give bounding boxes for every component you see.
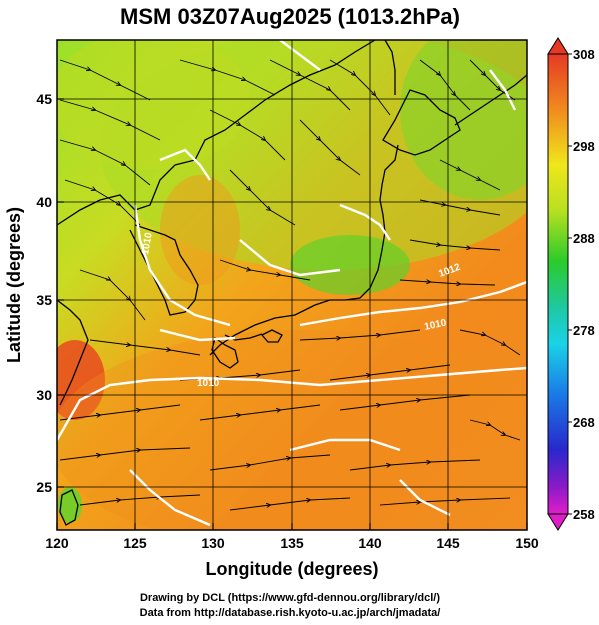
wind-streamlines — [59, 59, 521, 511]
colorbar-tick-label: 278 — [573, 323, 595, 338]
colorbar-scale — [547, 53, 569, 515]
x-tick-label: 145 — [436, 535, 460, 551]
x-tick-label: 130 — [201, 535, 225, 551]
x-tick-label: 120 — [45, 535, 69, 551]
colorbar-bottom-triangle — [547, 513, 569, 531]
map-title: MSM 03Z07Aug2025 (1013.2hPa) — [120, 4, 460, 29]
colorbar-tick-label: 258 — [573, 507, 595, 522]
y-axis-label: Latitude (degrees) — [4, 207, 24, 363]
colorbar: 308 298 288 278 268 258 — [547, 37, 595, 531]
isobar-label: 1010 — [423, 317, 447, 332]
colorbar-tick-label: 298 — [573, 139, 595, 154]
x-tick-label: 140 — [358, 535, 382, 551]
isobar-label: 1010 — [140, 231, 155, 255]
x-tick-label: 135 — [280, 535, 304, 551]
x-tick-label: 125 — [123, 535, 147, 551]
colorbar-top-triangle — [547, 37, 569, 55]
y-tick-label: 40 — [36, 194, 52, 210]
credit-drawing: Drawing by DCL (https://www.gfd-dennou.o… — [139, 592, 441, 604]
colorbar-tick-label: 308 — [573, 47, 595, 62]
y-tick-label: 25 — [36, 479, 52, 495]
tick-marks — [56, 98, 528, 530]
y-tick-labels: 25 30 35 40 45 — [36, 91, 52, 495]
x-tick-labels: 120 125 130 135 140 145 150 — [45, 535, 539, 551]
isobar-label: 1010 — [197, 378, 220, 389]
lat-lon-grid — [57, 40, 527, 530]
y-tick-label: 30 — [36, 387, 52, 403]
x-tick-label: 150 — [515, 535, 539, 551]
credit-data: Data from http://database.rish.kyoto-u.a… — [139, 607, 441, 619]
y-tick-label: 45 — [36, 91, 52, 107]
x-axis-label: Longitude (degrees) — [205, 559, 378, 579]
colorbar-tick-label: 288 — [573, 231, 595, 246]
y-tick-label: 35 — [36, 292, 52, 308]
colorbar-tick-label: 268 — [573, 415, 595, 430]
